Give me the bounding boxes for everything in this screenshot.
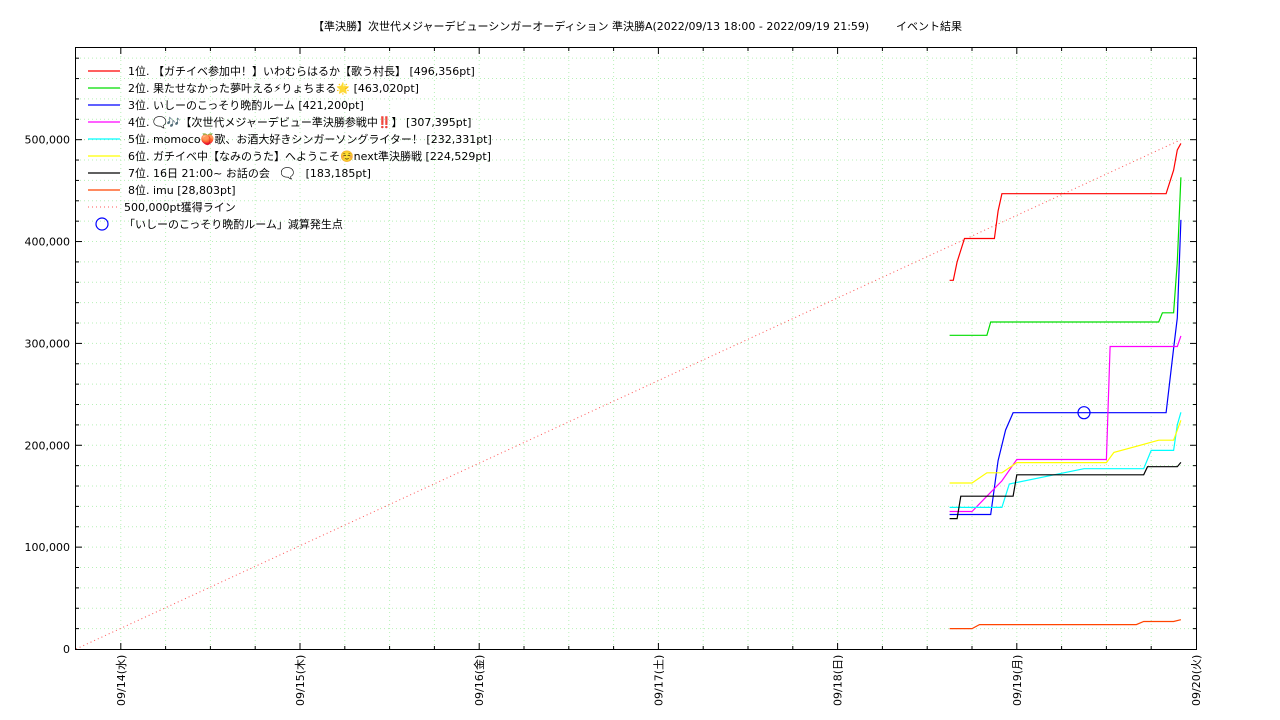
legend-label-reference: 500,000pt獲得ライン xyxy=(124,201,236,214)
y-tick-label: 0 xyxy=(63,643,70,656)
ticks: 0 100,000 200,000 300,000 400,000 500,000 09/1… xyxy=(25,48,1203,706)
grid xyxy=(76,48,1196,649)
chart-title: 【準決勝】次世代メジャーデビューシンガーオーディション 準決勝A(2022/09… xyxy=(313,19,869,33)
legend-label-6: 6位. ガチイベ中【なみのうた】へようこそ☺️next準決勝戦 [224,529… xyxy=(128,149,491,163)
legend-label-1: 1位. 【ガチイベ参加中！】いわむらはるか【歌う村長】 [496,356pt] xyxy=(128,64,475,78)
legend-label-2: 2位. 果たせなかった夢叶える⚡りょちまる🌟 [463,020pt] xyxy=(128,81,419,95)
chart-subtitle: イベント結果 xyxy=(896,19,962,33)
x-tick-label: 09/15(木) xyxy=(294,655,307,706)
y-tick-label: 200,000 xyxy=(25,439,71,452)
series-line-8 xyxy=(949,619,1182,630)
marker-layer xyxy=(1077,406,1091,420)
legend-label-marker: 「いしーのこっそり晩酌ルーム」減算発生点 xyxy=(124,217,343,231)
reference-line-layer xyxy=(75,139,1182,650)
legend-label-8: 8位. imu [28,803pt] xyxy=(128,183,236,197)
series-line-4 xyxy=(949,335,1182,513)
legend-label-3: 3位. いしーのこっそり晩酌ルーム [421,200pt] xyxy=(128,98,364,112)
x-tick-label: 09/20(火) xyxy=(1190,655,1203,706)
y-tick-label: 100,000 xyxy=(25,541,71,554)
legend-label-4: 4位. 🗨️🎶【次世代メジャーデビュー準決勝参戦中‼️】 [307,395pt] xyxy=(128,115,471,129)
series-line-6 xyxy=(949,420,1182,484)
series-line-1 xyxy=(949,143,1182,281)
plot-frame xyxy=(75,47,1197,650)
x-tick-label: 09/16(金) xyxy=(472,655,486,706)
reference-line-500000 xyxy=(75,139,1182,650)
series-line-7 xyxy=(949,462,1182,520)
legend-label-5: 5位. momoco🍑歌、お酒大好きシンガーソングライター！ [232,331p… xyxy=(128,132,492,146)
y-tick-label: 300,000 xyxy=(25,337,71,350)
x-tick-label: 09/19(月) xyxy=(1011,655,1024,706)
x-tick-label: 09/17(土) xyxy=(652,655,665,706)
series-line-2 xyxy=(949,177,1182,336)
series-line-3 xyxy=(949,219,1182,516)
series-layer xyxy=(949,143,1182,630)
x-tick-label: 09/18(日) xyxy=(832,655,845,706)
legend: 1位. 【ガチイベ参加中！】いわむらはるか【歌う村長】 [496,356pt] 2… xyxy=(88,64,492,231)
reduction-point-marker xyxy=(1077,406,1091,420)
y-tick-label: 400,000 xyxy=(25,236,71,249)
legend-swatch-marker xyxy=(95,217,109,231)
legend-label-7: 7位. 16日 21:00~ お話の会 🗨️ [183,185pt] xyxy=(128,166,371,180)
y-tick-label: 500,000 xyxy=(25,134,71,147)
x-tick-label: 09/14(水) xyxy=(115,655,128,706)
